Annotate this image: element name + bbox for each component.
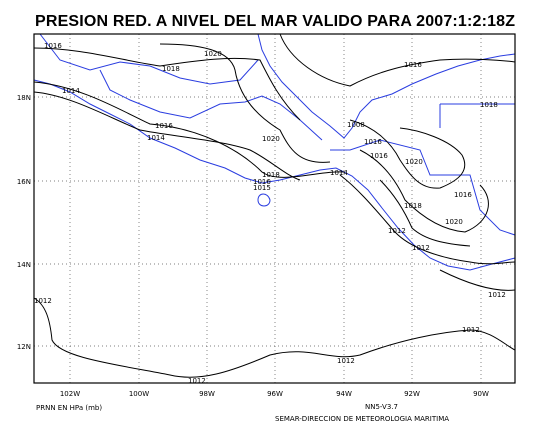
contour-label: 1016 xyxy=(364,138,382,146)
contour-label: 1016 xyxy=(44,42,62,50)
contour-label: 1020 xyxy=(204,50,222,58)
isobars xyxy=(33,33,516,378)
contour-label: 1018 xyxy=(480,101,498,109)
contour-label: 1018 xyxy=(162,65,180,73)
contour-label: 1020 xyxy=(405,158,423,166)
contour-label: 1012 xyxy=(462,326,480,334)
lon-label: 102W xyxy=(60,390,80,398)
lat-label: 12N xyxy=(17,343,31,351)
map-frame xyxy=(33,33,516,384)
contour-label: 1014 xyxy=(147,134,165,142)
contour-label: 1016 xyxy=(454,191,472,199)
contour-label: 1012 xyxy=(412,244,430,252)
lon-label: 98W xyxy=(199,390,215,398)
lat-labels: 18N 16N 14N 12N xyxy=(17,94,31,351)
contour-label: 1016 xyxy=(404,61,422,69)
contour-label: 1015 xyxy=(253,184,271,192)
contour-label: 1016 xyxy=(155,122,173,130)
contour-label: 1012 xyxy=(34,297,52,305)
map-title: PRESION RED. A NIVEL DEL MAR VALIDO PARA… xyxy=(35,13,515,30)
contour-labels: 1016 1020 1018 1014 1016 1018 1016 1014 … xyxy=(34,42,506,385)
lon-label: 94W xyxy=(336,390,352,398)
contour-label: 1018 xyxy=(262,171,280,179)
contour-label: 1012 xyxy=(388,227,406,235)
contour-label: 1014 xyxy=(330,169,348,177)
lon-label: 90W xyxy=(473,390,489,398)
lat-label: 18N xyxy=(17,94,31,102)
credit-note: SEMAR-DIRECCION DE METEOROLOGIA MARITIMA xyxy=(275,415,449,423)
contour-label: 1014 xyxy=(62,87,80,95)
graticule xyxy=(34,34,515,383)
lon-labels: 102W 100W 98W 96W 94W 92W 90W xyxy=(60,390,489,398)
lon-label: 92W xyxy=(404,390,420,398)
lon-label: 100W xyxy=(129,390,149,398)
contour-label: 1016 xyxy=(253,178,271,186)
lat-label: 16N xyxy=(17,178,31,186)
version-note: NN5-V3.7 xyxy=(365,403,398,411)
lat-label: 14N xyxy=(17,261,31,269)
contour-label: 1012 xyxy=(337,357,355,365)
contour-label: 1012 xyxy=(188,377,206,385)
contour-label: 1018 xyxy=(404,202,422,210)
contour-label: 1012 xyxy=(488,291,506,299)
units-note: PRNN EN HPa (mb) xyxy=(36,404,102,412)
contour-label: 1020 xyxy=(445,218,463,226)
contour-label: 1016 xyxy=(370,152,388,160)
lon-label: 96W xyxy=(267,390,283,398)
contour-label: 1008 xyxy=(347,121,365,129)
contour-label: 1020 xyxy=(262,135,280,143)
coastline xyxy=(33,33,516,271)
